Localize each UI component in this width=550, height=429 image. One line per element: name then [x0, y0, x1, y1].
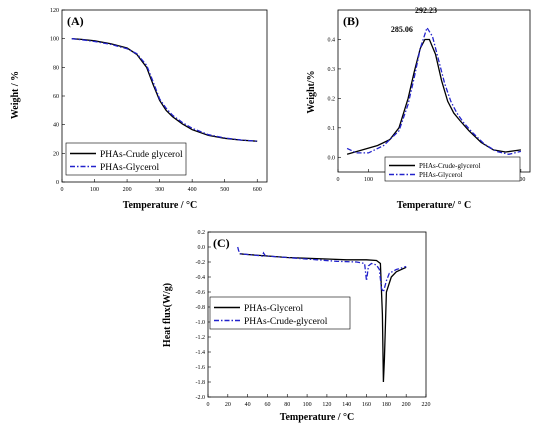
peak-annotation: 292.23	[415, 6, 437, 15]
series-line-2	[346, 26, 522, 155]
series-line-1	[346, 38, 521, 155]
y-tick-label: 0.2	[198, 230, 206, 236]
x-tick-label: 220	[422, 402, 431, 408]
x-tick-label: 160	[362, 402, 371, 408]
panel-label: (A)	[67, 14, 84, 28]
y-tick-label: -1.4	[196, 350, 206, 356]
series-line-2	[237, 246, 407, 294]
panel-label: (C)	[213, 236, 230, 250]
y-tick-label: -0.4	[196, 275, 206, 281]
legend-label: PHAs-Glycerol	[419, 171, 463, 179]
y-tick-label: 120	[50, 8, 59, 14]
y-tick-label: 100	[50, 37, 59, 43]
y-tick-label: -1.0	[196, 320, 206, 326]
legend-label: PHAs-Crude-glycerol	[244, 317, 328, 327]
y-tick-label: -0.2	[196, 260, 206, 266]
series-line-2	[71, 38, 258, 142]
x-tick-label: 100	[364, 177, 373, 183]
legend-box	[209, 296, 351, 330]
legend-box	[384, 156, 521, 182]
x-tick-label: 600	[516, 177, 525, 183]
y-tick-label: 0.4	[328, 37, 336, 43]
y-tick-label: 60	[53, 94, 59, 100]
y-tick-label: -1.6	[196, 365, 206, 371]
legend-label: PHAs-Crude glycerol	[100, 150, 183, 160]
x-axis-title: Temperature/ ° C	[397, 200, 472, 211]
y-tick-label: 0.1	[328, 126, 336, 132]
y-tick-label: 0.2	[328, 96, 336, 102]
y-tick-label: 0.0	[198, 245, 206, 251]
y-tick-label: -0.8	[196, 305, 206, 311]
y-tick-label: -1.2	[196, 335, 206, 341]
x-axis-title: Temperature / °C	[123, 200, 198, 211]
legend-label: PHAs-Crude-glycerol	[419, 162, 480, 170]
y-axis-title: Weight/%	[306, 70, 317, 113]
y-tick-label: -2.0	[196, 395, 206, 401]
x-tick-label: 60	[264, 402, 270, 408]
chart-panel-3: 0 20 40 60 80 100 120 140 160 180 200 220 0.2 0.0 -0.2…	[162, 230, 431, 423]
x-tick-label: 600	[253, 187, 262, 193]
series-line-1	[239, 253, 407, 383]
x-tick-label: 300	[155, 187, 164, 193]
x-tick-label: 40	[245, 402, 251, 408]
panel-label: (B)	[343, 14, 359, 28]
legend-label: PHAs-Glycerol	[244, 304, 303, 314]
y-tick-label: 40	[53, 123, 59, 129]
x-axis-title: Temperature / °C	[280, 412, 355, 423]
x-tick-label: 0	[337, 177, 340, 183]
peak-annotation: 285.06	[391, 25, 413, 34]
x-tick-label: 0	[61, 187, 64, 193]
y-tick-label: -1.8	[196, 380, 206, 386]
chart-panel-1: 0 100 200 300 400 500 600 0 20 40 60 80 100 120 Temper…	[10, 8, 268, 211]
x-tick-label: 200	[123, 187, 132, 193]
y-tick-label: 0.0	[328, 155, 336, 161]
y-axis-title: Heat flux(W/g)	[162, 283, 173, 347]
x-tick-label: 100	[90, 187, 99, 193]
series-line-1	[71, 38, 258, 142]
x-tick-label: 200	[402, 402, 411, 408]
legend-box	[65, 142, 187, 176]
x-tick-label: 500	[220, 187, 229, 193]
y-tick-label: 0.3	[328, 67, 336, 73]
plot-frame	[207, 231, 427, 398]
y-tick-label: 80	[53, 65, 59, 71]
legend-label: PHAs-Glycerol	[100, 163, 159, 173]
chart-panel-2: 01002003004005006000.00.10.20.30.4Temper…	[306, 6, 531, 211]
x-tick-label: 0	[207, 402, 210, 408]
y-tick-label: 0	[56, 180, 59, 186]
x-tick-label: 400	[188, 187, 197, 193]
x-tick-label: 180	[382, 402, 391, 408]
x-tick-label: 120	[322, 402, 331, 408]
x-tick-label: 140	[342, 402, 351, 408]
y-tick-label: 20	[53, 151, 59, 157]
y-tick-label: -0.6	[196, 290, 206, 296]
y-axis-title: Weight / %	[10, 71, 21, 119]
x-tick-label: 20	[225, 402, 231, 408]
x-tick-label: 80	[284, 402, 290, 408]
x-tick-label: 100	[303, 402, 312, 408]
plot-frame	[337, 9, 531, 173]
